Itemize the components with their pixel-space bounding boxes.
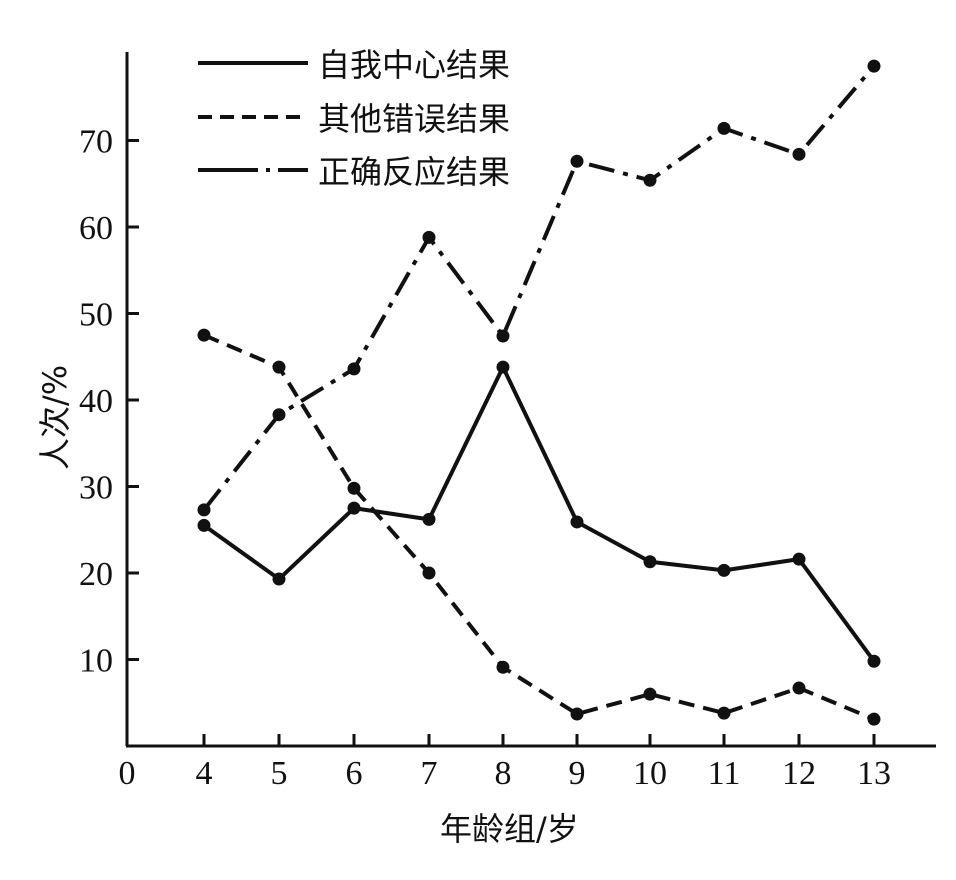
x-tick-label: 10 bbox=[633, 755, 667, 792]
x-tick-label: 8 bbox=[495, 755, 512, 792]
y-tick-label: 60 bbox=[79, 210, 113, 247]
y-tick-label: 70 bbox=[79, 124, 113, 161]
x-tick-label: 4 bbox=[196, 755, 213, 792]
y-tick-label: 20 bbox=[79, 556, 113, 593]
legend: 自我中心结果 其他错误结果 正确反应结果 bbox=[198, 46, 510, 191]
legend-item-other-errors: 其他错误结果 bbox=[198, 100, 510, 138]
data-point-marker bbox=[643, 555, 657, 569]
data-point-marker bbox=[496, 360, 510, 374]
data-point-marker bbox=[570, 515, 584, 529]
legend-label: 其他错误结果 bbox=[318, 100, 510, 138]
legend-label: 正确反应结果 bbox=[318, 153, 510, 191]
data-point-marker bbox=[570, 707, 584, 721]
data-point-marker bbox=[197, 328, 211, 342]
data-point-marker bbox=[422, 230, 436, 244]
y-axis-title: 人次/% bbox=[36, 365, 74, 470]
y-tick-label: 40 bbox=[79, 383, 113, 420]
data-point-marker bbox=[717, 563, 731, 577]
data-point-marker bbox=[867, 59, 881, 73]
series-layer bbox=[197, 59, 881, 726]
data-point-marker bbox=[570, 154, 584, 168]
legend-label: 自我中心结果 bbox=[318, 46, 510, 84]
data-point-marker bbox=[717, 706, 731, 720]
data-point-marker bbox=[197, 503, 211, 517]
data-point-marker bbox=[792, 681, 806, 695]
y-tick-label: 30 bbox=[79, 470, 113, 507]
series-line bbox=[202, 365, 876, 663]
egocentric-series bbox=[197, 360, 881, 668]
data-point-marker bbox=[867, 654, 881, 668]
data-point-marker bbox=[867, 712, 881, 726]
y-tick-label: 50 bbox=[79, 297, 113, 334]
data-point-marker bbox=[792, 147, 806, 161]
x-ticks: 0 4 5 6 7 8 9 10 11 12 13 bbox=[119, 734, 891, 792]
data-point-marker bbox=[792, 552, 806, 566]
data-point-marker bbox=[422, 566, 436, 580]
x-tick-label: 9 bbox=[569, 755, 586, 792]
x-tick-label: 13 bbox=[857, 755, 891, 792]
data-point-marker bbox=[422, 512, 436, 526]
legend-item-egocentric: 自我中心结果 bbox=[198, 46, 510, 84]
data-point-marker bbox=[347, 501, 361, 515]
data-point-marker bbox=[496, 660, 510, 674]
correct-series bbox=[197, 59, 881, 517]
data-point-marker bbox=[347, 362, 361, 376]
data-point-marker bbox=[272, 572, 286, 586]
legend-item-correct: 正确反应结果 bbox=[198, 153, 510, 191]
x-axis-title: 年龄组/岁 bbox=[440, 810, 579, 848]
data-point-marker bbox=[717, 121, 731, 135]
data-point-marker bbox=[197, 518, 211, 532]
other-errors-series bbox=[197, 328, 881, 726]
data-point-marker bbox=[347, 481, 361, 495]
data-point-marker bbox=[272, 360, 286, 374]
x-tick-label: 12 bbox=[782, 755, 816, 792]
y-tick-label: 10 bbox=[79, 643, 113, 680]
data-point-marker bbox=[643, 687, 657, 701]
x-tick-label: 7 bbox=[421, 755, 438, 792]
data-point-marker bbox=[496, 329, 510, 343]
data-point-marker bbox=[643, 173, 657, 187]
series-line bbox=[203, 333, 875, 722]
x-tick-label: 6 bbox=[346, 755, 363, 792]
y-ticks: 10 20 30 40 50 60 70 bbox=[79, 124, 139, 680]
x-tick-label: 11 bbox=[708, 755, 741, 792]
axes bbox=[125, 52, 936, 748]
data-point-marker bbox=[272, 408, 286, 422]
series-line bbox=[202, 64, 876, 512]
x-tick-label: 0 bbox=[119, 755, 136, 792]
x-tick-label: 5 bbox=[271, 755, 288, 792]
